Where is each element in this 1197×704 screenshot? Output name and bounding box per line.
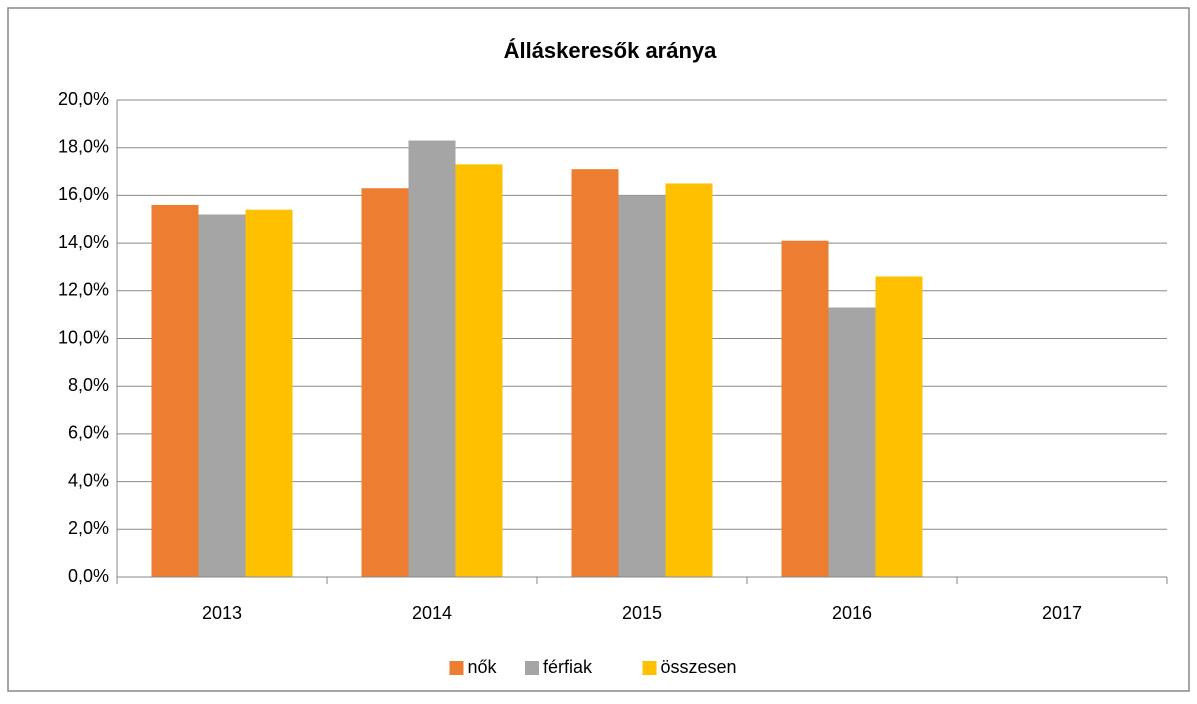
y-tick-label: 0,0%: [68, 566, 109, 586]
legend-swatch: [449, 661, 464, 675]
bar: [198, 214, 246, 578]
bar: [151, 204, 199, 577]
x-tick-label: 2016: [832, 603, 872, 623]
bar: [455, 164, 503, 577]
chart-title: Álláskeresők aránya: [504, 38, 718, 63]
y-tick-label: 12,0%: [58, 280, 109, 300]
x-tick-label: 2017: [1042, 603, 1082, 623]
bar: [618, 195, 666, 577]
legend-swatch: [642, 661, 657, 675]
bar: [408, 140, 456, 578]
y-tick-label: 20,0%: [58, 89, 109, 109]
bar: [875, 276, 923, 577]
bar: [665, 183, 713, 577]
y-tick-label: 10,0%: [58, 327, 109, 347]
legend-label: összesen: [661, 657, 737, 677]
bar: [571, 169, 619, 578]
x-tick-label: 2015: [622, 603, 662, 623]
bar: [781, 240, 829, 577]
y-tick-label: 4,0%: [68, 470, 109, 490]
x-tick-label: 2014: [412, 603, 452, 623]
y-tick-label: 14,0%: [58, 232, 109, 252]
x-tick-label: 2013: [202, 603, 242, 623]
legend-label: férfiak: [543, 657, 593, 677]
bar: [245, 209, 293, 577]
bar: [361, 188, 409, 577]
y-tick-label: 6,0%: [68, 423, 109, 443]
legend-label: nők: [468, 657, 498, 677]
y-tick-label: 18,0%: [58, 136, 109, 156]
y-tick-label: 2,0%: [68, 518, 109, 538]
y-tick-label: 8,0%: [68, 375, 109, 395]
y-tick-label: 16,0%: [58, 184, 109, 204]
legend-swatch: [525, 661, 539, 675]
bar: [828, 307, 876, 577]
